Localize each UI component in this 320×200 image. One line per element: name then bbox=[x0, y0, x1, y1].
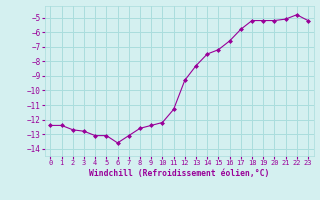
X-axis label: Windchill (Refroidissement éolien,°C): Windchill (Refroidissement éolien,°C) bbox=[89, 169, 269, 178]
